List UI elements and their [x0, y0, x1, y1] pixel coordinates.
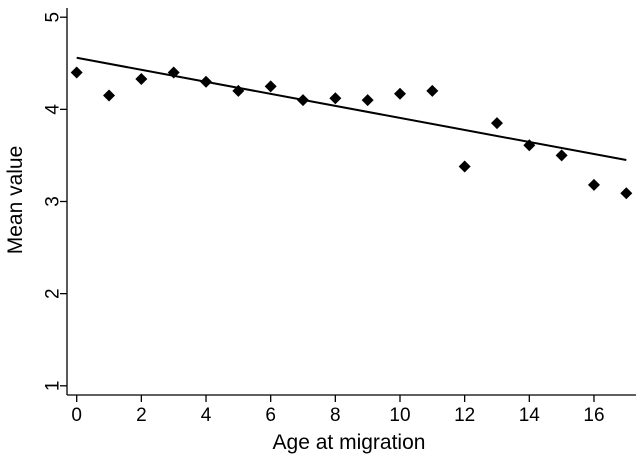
x-tick-label: 2 [136, 405, 147, 426]
x-tick-label: 10 [389, 405, 410, 426]
data-point [297, 94, 310, 107]
data-point [426, 84, 439, 97]
y-axis-label: Mean value [4, 146, 27, 255]
y-tick-label: 2 [43, 288, 64, 299]
data-point [70, 66, 83, 79]
data-point [458, 160, 471, 173]
y-tick-label: 1 [43, 380, 64, 391]
data-point [135, 72, 148, 85]
data-points [70, 66, 633, 200]
data-point [264, 80, 277, 93]
data-point [490, 117, 503, 130]
data-point [393, 87, 406, 100]
y-tick-label: 4 [43, 104, 64, 115]
x-tick-label: 4 [201, 405, 212, 426]
x-tick-label: 8 [330, 405, 341, 426]
data-point [361, 94, 374, 107]
y-tick-label: 5 [43, 12, 64, 23]
data-point [103, 89, 116, 102]
data-point [167, 66, 180, 79]
data-point [587, 178, 600, 191]
fit-line [76, 56, 627, 162]
x-tick-label: 12 [454, 405, 475, 426]
x-axis-label: Age at migration [273, 431, 426, 454]
data-point [232, 84, 245, 97]
data-point [329, 92, 342, 105]
data-point [200, 75, 213, 88]
fit-line-group [76, 56, 627, 162]
x-tick-label: 6 [265, 405, 276, 426]
x-tick-label: 0 [71, 405, 82, 426]
data-point [620, 187, 633, 200]
y-tick-label: 3 [43, 196, 64, 207]
x-tick-label: 16 [583, 405, 604, 426]
data-point [523, 139, 536, 152]
x-tick-label: 14 [519, 405, 541, 426]
data-point [555, 149, 568, 162]
